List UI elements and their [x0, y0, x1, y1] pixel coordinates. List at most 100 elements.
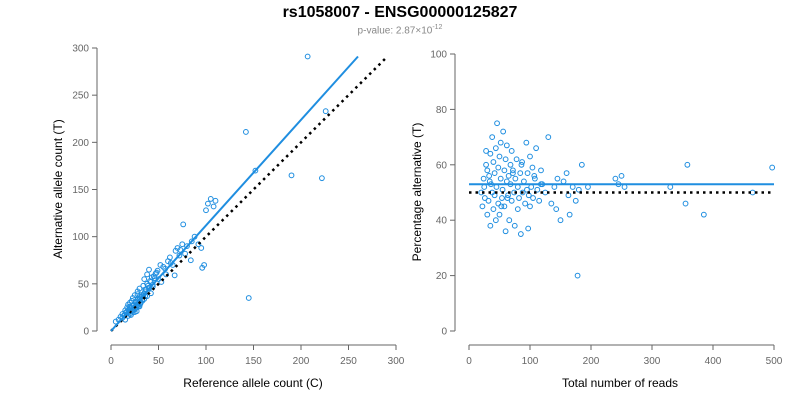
- right-data-point: [511, 222, 518, 229]
- right-data-point: [530, 195, 536, 201]
- left-data-point: [184, 243, 190, 250]
- left-data-point: [131, 292, 138, 299]
- right-data-point: [566, 211, 573, 218]
- right-y-tick-label: 80: [436, 105, 448, 116]
- left-data-point: [144, 271, 151, 278]
- right-data-point: [563, 170, 570, 177]
- right-data-point: [494, 120, 500, 127]
- right-data-point: [485, 197, 492, 204]
- left-data-point: [179, 241, 186, 248]
- left-y-ticks: 0 50 100 150 200 250 300: [72, 44, 97, 338]
- left-x-tick-label: 200: [293, 356, 310, 367]
- right-x-tick-label: 0: [466, 356, 472, 367]
- right-data-point: [481, 184, 488, 190]
- right-data-point: [486, 172, 493, 179]
- right-data-point: [502, 228, 509, 235]
- right-data-point: [487, 222, 494, 229]
- right-data-point: [585, 184, 591, 190]
- right-x-tick-label: 200: [583, 356, 600, 367]
- right-y-tick-label: 40: [436, 216, 448, 227]
- right-data-point: [551, 184, 558, 190]
- right-data-point: [553, 206, 560, 213]
- right-data-point: [479, 203, 486, 210]
- left-data-point: [144, 293, 151, 299]
- right-data-point: [575, 186, 582, 193]
- left-data-point: [322, 108, 329, 115]
- right-data-point: [700, 211, 707, 218]
- right-data-point: [554, 175, 561, 182]
- right-data-point: [495, 164, 502, 171]
- right-data-point: [521, 178, 527, 185]
- right-data-point: [519, 159, 525, 165]
- right-data-point: [557, 217, 564, 224]
- right-data-point: [574, 272, 581, 279]
- right-data-point: [621, 184, 628, 190]
- right-data-point: [572, 197, 579, 204]
- right-x-tick-label: 400: [705, 356, 722, 367]
- left-data-point: [133, 308, 140, 315]
- right-y-tick-label: 60: [436, 160, 448, 171]
- left-y-axis-label: Alternative allele count (T): [51, 119, 65, 258]
- right-data-point: [519, 189, 526, 196]
- right-data-point: [506, 217, 513, 224]
- right-data-point: [504, 195, 511, 201]
- left-data-point: [188, 238, 195, 245]
- right-data-point: [524, 186, 530, 193]
- right-data-point: [578, 161, 585, 168]
- left-x-tick-label: 0: [108, 356, 114, 367]
- right-data-point: [531, 175, 538, 182]
- right-data-point: [684, 161, 691, 168]
- left-data-point: [146, 266, 152, 273]
- right-data-point: [484, 167, 491, 174]
- left-x-tick-label: 100: [198, 356, 215, 367]
- right-data-point: [545, 134, 552, 141]
- left-y-tick-label: 50: [78, 279, 90, 290]
- chart-title: rs1058007 - ENSG00000125827: [282, 4, 518, 21]
- left-data-point: [252, 167, 259, 174]
- left-y-tick-label: 300: [72, 44, 89, 55]
- right-data-point: [497, 139, 504, 146]
- left-y-tick-label: 200: [72, 138, 89, 149]
- left-data-point: [319, 175, 325, 182]
- right-data-point: [527, 153, 533, 160]
- left-reference-line: [110, 56, 388, 332]
- right-data-point: [498, 203, 505, 210]
- left-fit-line: [110, 55, 359, 332]
- left-y-tick-label: 250: [72, 91, 89, 102]
- right-data-point: [513, 156, 520, 163]
- left-data-point: [176, 252, 183, 259]
- left-data-point: [163, 271, 170, 278]
- left-data-point: [207, 196, 214, 202]
- right-data-point: [497, 175, 504, 182]
- left-y-tick-label: 100: [72, 232, 89, 243]
- left-data-point: [134, 291, 141, 298]
- left-data-point: [288, 172, 295, 179]
- left-y-tick-label: 0: [83, 327, 89, 338]
- right-data-point: [489, 134, 496, 141]
- right-data-point: [522, 200, 529, 207]
- right-data-point: [502, 156, 509, 163]
- right-data-point: [508, 148, 515, 154]
- right-y-tick-label: 100: [430, 50, 447, 61]
- right-data-point: [682, 200, 689, 207]
- left-data-point: [304, 53, 311, 60]
- right-data-point: [538, 167, 544, 174]
- right-data-point: [542, 189, 549, 196]
- right-data-point: [528, 184, 535, 190]
- right-data-point: [667, 184, 674, 190]
- right-data-point: [490, 159, 497, 165]
- left-data-point: [199, 264, 206, 271]
- left-data-point: [136, 285, 143, 292]
- left-data-point: [180, 221, 187, 228]
- right-data-point: [508, 197, 515, 204]
- right-data-point: [496, 211, 503, 218]
- right-y-axis-label: Percentage alternative (T): [410, 123, 424, 262]
- right-data-point: [510, 170, 516, 177]
- right-data-point: [618, 172, 625, 179]
- right-data-point: [548, 200, 555, 207]
- right-data-point: [481, 195, 488, 201]
- left-x-tick-label: 150: [245, 356, 262, 367]
- left-x-tick-label: 300: [388, 356, 405, 367]
- right-data-point: [514, 206, 521, 213]
